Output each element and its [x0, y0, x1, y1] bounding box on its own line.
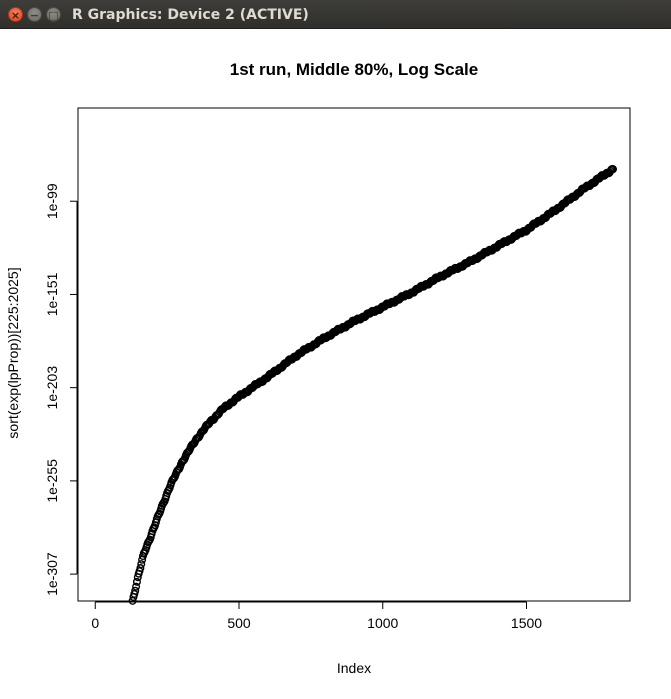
- x-tick-label: 1000: [367, 615, 398, 631]
- window-titlebar[interactable]: × − □ R Graphics: Device 2 (ACTIVE): [0, 0, 671, 29]
- x-tick-label: 0: [91, 615, 99, 631]
- plot-canvas: 1st run, Middle 80%, Log Scale Index sor…: [0, 29, 671, 699]
- minimize-icon[interactable]: −: [27, 7, 42, 22]
- y-axis-label: sort(exp(lpProp))[225:2025]: [5, 267, 21, 438]
- close-icon[interactable]: ×: [8, 7, 23, 22]
- x-tick-label: 500: [227, 615, 251, 631]
- data-point: [609, 165, 618, 174]
- y-axis: 1e-307 1e-255 1e-203 1e-151 1e-99: [44, 183, 78, 596]
- y-tick-label: 1e-203: [44, 366, 60, 410]
- data-point: [136, 564, 145, 573]
- maximize-icon[interactable]: □: [46, 7, 61, 22]
- data-point: [131, 586, 140, 595]
- x-tick-label: 1500: [511, 615, 542, 631]
- y-tick-label: 1e-255: [44, 459, 60, 503]
- y-tick-label: 1e-151: [44, 272, 60, 316]
- scatter-chart: 1st run, Middle 80%, Log Scale Index sor…: [5, 60, 631, 676]
- data-point: [137, 560, 146, 569]
- x-axis-label: Index: [337, 660, 371, 676]
- y-tick-label: 1e-307: [44, 552, 60, 596]
- x-axis: 0 500 1000 1500: [91, 601, 542, 631]
- chart-title: 1st run, Middle 80%, Log Scale: [230, 60, 478, 79]
- data-point: [132, 582, 141, 591]
- data-point: [132, 577, 141, 586]
- plot-frame: [77, 107, 631, 602]
- data-points: [128, 164, 618, 605]
- window-title: R Graphics: Device 2 (ACTIVE): [72, 7, 309, 23]
- y-tick-label: 1e-99: [44, 183, 60, 219]
